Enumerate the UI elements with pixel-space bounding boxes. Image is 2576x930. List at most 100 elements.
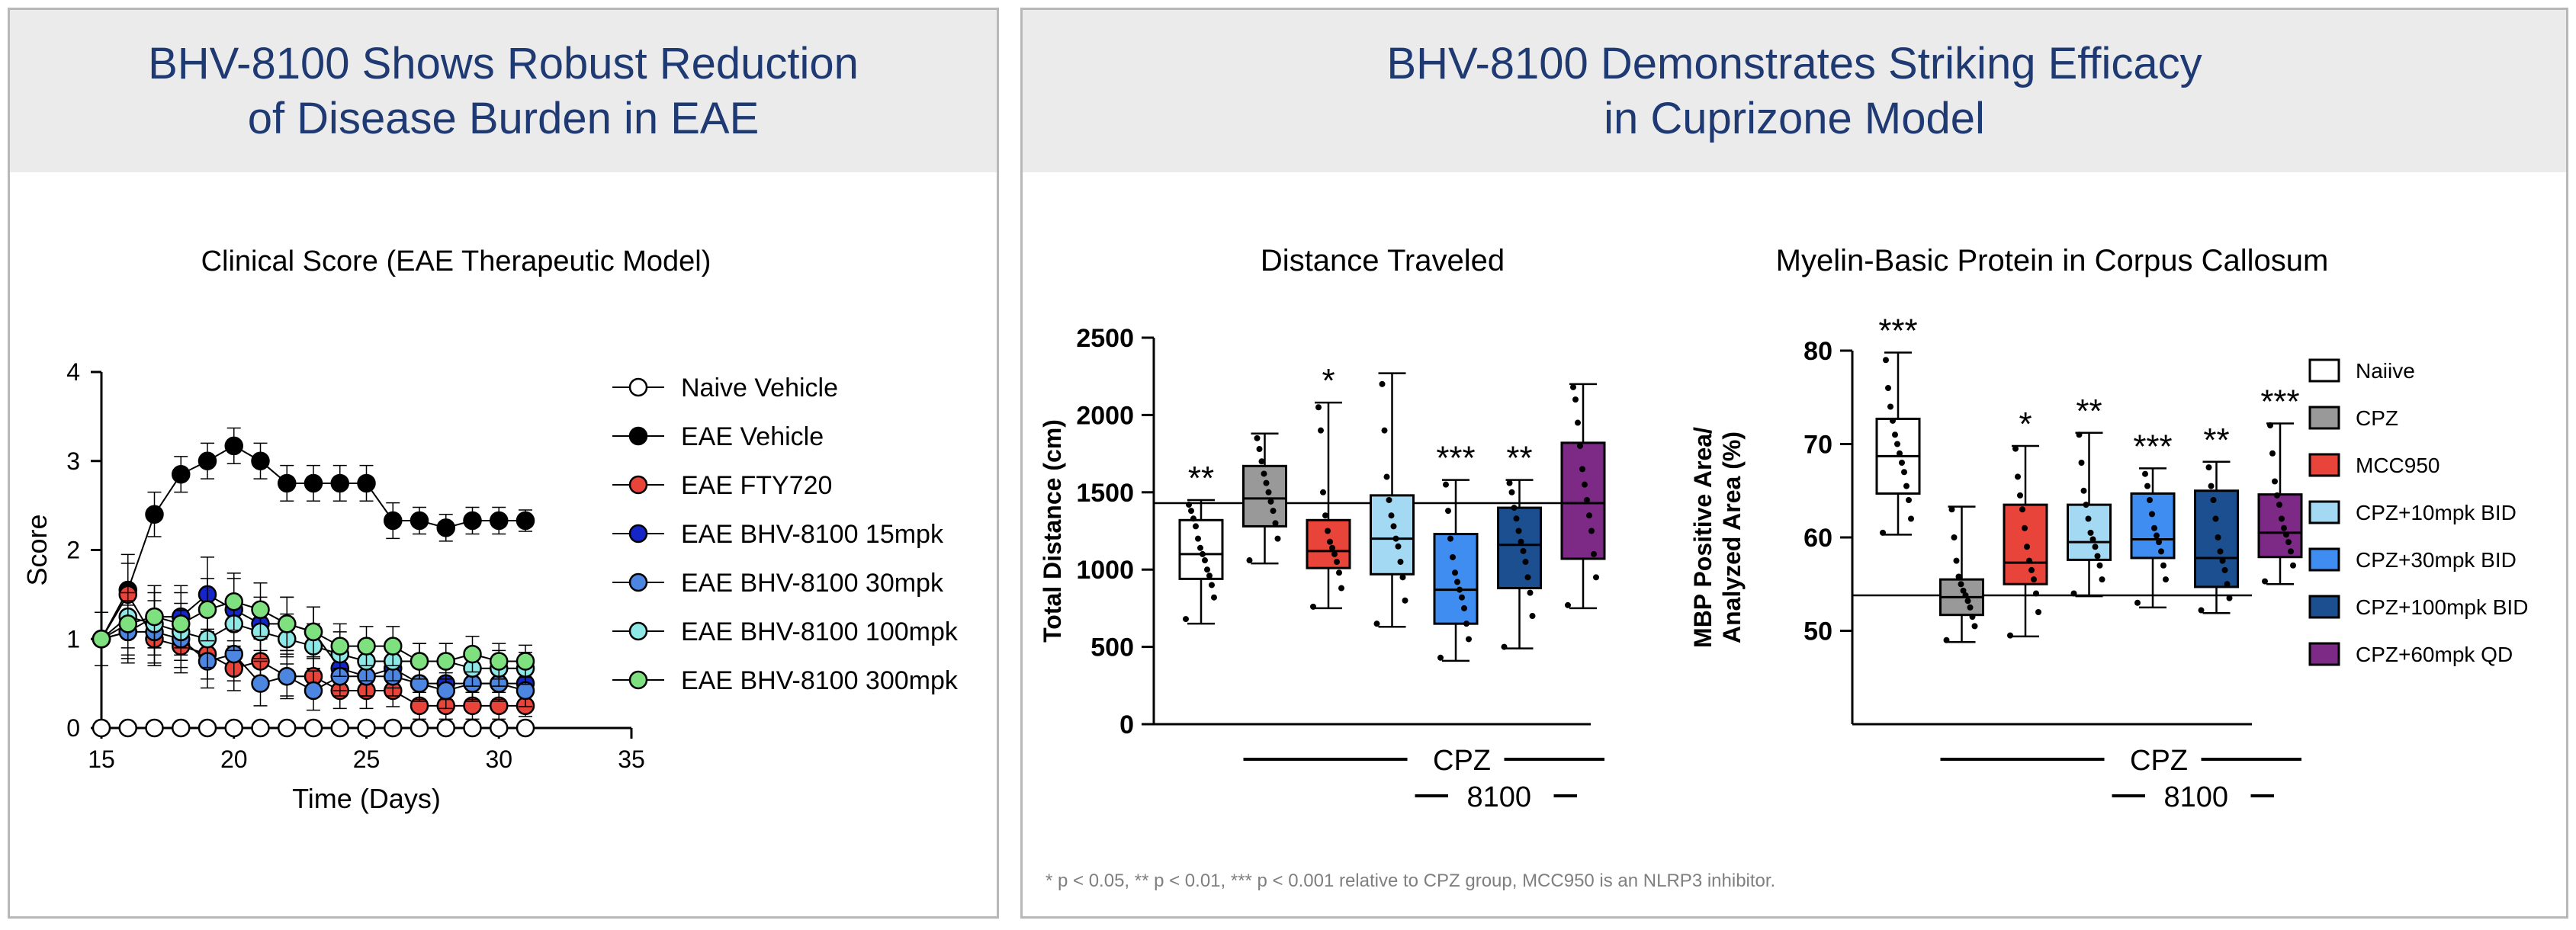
data-point: [2224, 581, 2231, 588]
data-point: [2033, 590, 2039, 597]
data-point: [1529, 613, 1536, 620]
data-point: [1186, 502, 1192, 508]
data-point: [436, 652, 455, 671]
data-point: [1527, 589, 1534, 596]
data-point: [2092, 544, 2099, 550]
data-point: [198, 451, 217, 470]
data-point: [1885, 385, 1891, 391]
y-tick-label: 1000: [1076, 556, 1134, 585]
data-point: [1209, 582, 1215, 588]
legend-marker: [628, 572, 648, 592]
data-point: [304, 718, 323, 738]
data-point: [1522, 559, 1529, 566]
data-point: [1461, 604, 1467, 611]
data-point: [2087, 529, 2094, 536]
data-point: [1906, 497, 1912, 503]
legend-label: EAE BHV-8100 30mpk: [681, 569, 944, 598]
legend-marker: [628, 377, 648, 397]
data-point: [1270, 508, 1277, 515]
data-point: [304, 473, 323, 493]
data-point: [1894, 441, 1900, 447]
data-point: [1454, 579, 1460, 585]
data-point: [92, 630, 111, 649]
data-point: [1593, 574, 1599, 581]
data-point: [1437, 654, 1444, 661]
data-point: [2151, 524, 2157, 531]
legend-item-cpz-100mpk-bid: CPZ+100mpk BID: [2308, 595, 2528, 619]
data-point: [1206, 572, 1213, 579]
data-point: [92, 718, 111, 738]
legend-marker: [628, 426, 648, 446]
data-point: [1579, 466, 1585, 473]
data-point: [1395, 543, 1402, 550]
data-point: [1955, 573, 1962, 580]
data-point: [2156, 539, 2162, 546]
data-point: [2262, 578, 2268, 585]
box-naiive: ***: [1875, 312, 1921, 536]
x-tick-label: 15: [88, 746, 115, 773]
data-point: [436, 518, 455, 537]
data-point: [2017, 492, 2023, 499]
data-point: [1908, 515, 1914, 522]
data-point: [1261, 470, 1267, 477]
y-tick-label: 60: [1804, 524, 1832, 553]
legend-swatch: [2308, 547, 2340, 572]
legend-label: CPZ+60mpk QD: [2356, 643, 2513, 666]
data-point: [1892, 431, 1898, 438]
legend-marker: [628, 524, 648, 544]
box: [1306, 518, 1351, 569]
data-point: [251, 718, 270, 738]
data-point: [1450, 553, 1456, 560]
data-point: [2080, 487, 2087, 494]
data-point: [2085, 515, 2092, 522]
legend-item-mcc950: MCC950: [2308, 453, 2439, 477]
box-cpz: [1939, 505, 1984, 643]
data-point: [1256, 446, 1263, 453]
data-point: [1258, 458, 1265, 465]
data-point: [410, 718, 429, 738]
box-cpz-30mpk-bid: ***: [1433, 440, 1479, 662]
data-point: [2094, 553, 2101, 560]
y-tick-label: 0: [66, 714, 80, 742]
data-point: [1399, 574, 1406, 581]
y-tick-label: 1500: [1076, 479, 1134, 508]
data-point: [1899, 460, 1905, 466]
data-point: [2022, 524, 2028, 531]
data-point: [384, 637, 403, 656]
y-axis-title: Score: [21, 514, 53, 585]
data-point: [304, 681, 323, 701]
y-tick-label: 4: [66, 358, 80, 386]
data-point: [1265, 489, 1272, 495]
data-point: [1274, 535, 1281, 542]
data-point: [1890, 417, 1896, 424]
mbp-title: Myelin-Basic Protein in Corpus Callosum: [1776, 244, 2329, 277]
data-point: [1204, 566, 1210, 573]
box-cpz-10mpk-bid: **: [2067, 393, 2112, 598]
data-point: [1575, 419, 1581, 426]
legend-item-naiive: Naiive: [2308, 358, 2415, 383]
data-point: [304, 622, 323, 642]
data-point: [2028, 566, 2035, 573]
data-point: [1193, 523, 1199, 530]
box-cpz-100mpk-bid: **: [1497, 440, 1542, 650]
data-point: [1336, 569, 1342, 576]
data-point: [1188, 508, 1194, 515]
data-point: [1334, 559, 1340, 566]
data-point: [2144, 483, 2150, 489]
data-point: [2015, 473, 2021, 480]
data-point: [1388, 512, 1395, 519]
distance-title: Distance Traveled: [1261, 244, 1505, 277]
data-point: [2163, 576, 2169, 583]
data-point: [384, 511, 403, 531]
data-point: [2154, 532, 2160, 539]
y-tick-label: 80: [1804, 337, 1832, 366]
significance-label: ***: [2133, 428, 2172, 465]
data-point: [463, 718, 482, 738]
data-point: [2142, 470, 2148, 477]
y-axis-title: Analyzed Area (%): [1718, 431, 1746, 643]
data-point: [2078, 460, 2085, 466]
data-point: [1565, 601, 1571, 608]
legend-item-cpz-30mpk-bid: CPZ+30mpk BID: [2308, 547, 2517, 572]
data-point: [1318, 427, 1324, 434]
y-tick-label: 0: [1119, 710, 1134, 739]
